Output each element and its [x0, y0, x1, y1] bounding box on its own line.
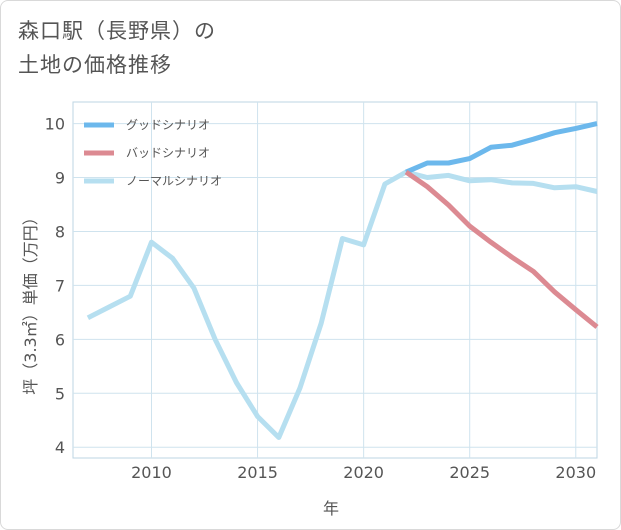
y-tick-label-1: 5	[55, 384, 65, 403]
legend-label-2: ノーマルシナリオ	[126, 174, 222, 188]
y-tick-label-4: 8	[55, 222, 65, 241]
x-tick-label-4: 2030	[555, 463, 596, 482]
y-axis-label: 坪（3.3㎡）単価（万円）	[21, 209, 40, 394]
y-tick-label-0: 4	[55, 438, 65, 457]
chart-title-line1: 森口駅（長野県）の	[18, 19, 216, 43]
y-tick-label-5: 9	[55, 169, 65, 188]
y-tick-label-2: 6	[55, 330, 65, 349]
series-line-2	[86, 169, 598, 440]
x-tick-label-0: 2010	[131, 463, 172, 482]
legend-label-0: グッドシナリオ	[126, 118, 210, 132]
series-lines	[86, 121, 599, 440]
series-line-1	[404, 170, 599, 329]
legend-label-1: バッドシナリオ	[126, 146, 210, 160]
x-tick-label-2: 2020	[343, 463, 384, 482]
grid	[73, 102, 597, 458]
chart-title-line2: 土地の価格推移	[18, 53, 172, 77]
x-tick-label-3: 2025	[449, 463, 490, 482]
plot-area-border	[72, 101, 598, 459]
y-tick-label-3: 7	[55, 276, 65, 295]
x-axis-label: 年	[323, 499, 339, 518]
series-line-0	[405, 121, 598, 175]
chart-title: 森口駅（長野県）の 土地の価格推移	[18, 14, 216, 82]
y-tick-label-6: 10	[45, 115, 65, 134]
axis-ticks: 4 5 6 7 8 9 10 2010 2015 2020 2025 2030	[45, 115, 597, 482]
x-tick-label-1: 2015	[237, 463, 278, 482]
